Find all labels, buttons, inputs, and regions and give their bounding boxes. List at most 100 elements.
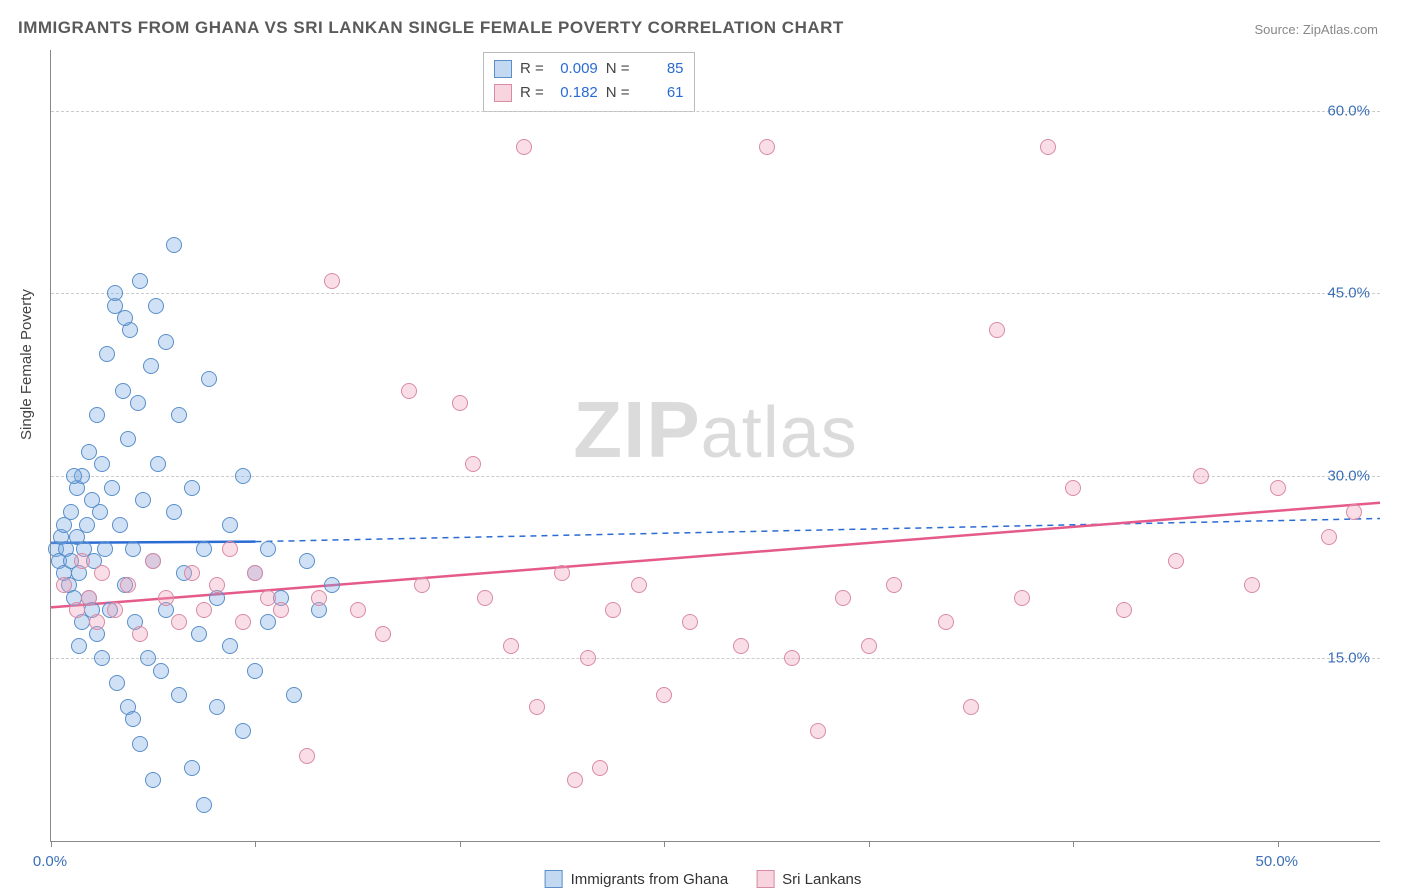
point-ghana xyxy=(117,310,133,326)
point-srilanka xyxy=(465,456,481,472)
watermark-atlas: atlas xyxy=(701,393,858,473)
point-srilanka xyxy=(989,322,1005,338)
point-srilanka xyxy=(835,590,851,606)
point-srilanka xyxy=(81,590,97,606)
point-srilanka xyxy=(886,577,902,593)
point-ghana xyxy=(125,541,141,557)
point-srilanka xyxy=(1270,480,1286,496)
n-value-srilanka: 61 xyxy=(638,81,684,105)
swatch-srilanka-icon xyxy=(756,870,774,888)
point-srilanka xyxy=(273,602,289,618)
r-value-ghana: 0.009 xyxy=(552,57,598,81)
point-ghana xyxy=(143,358,159,374)
point-srilanka xyxy=(56,577,72,593)
point-ghana xyxy=(191,626,207,642)
point-srilanka xyxy=(311,590,327,606)
point-srilanka xyxy=(810,723,826,739)
point-ghana xyxy=(324,577,340,593)
n-value-ghana: 85 xyxy=(638,57,684,81)
point-ghana xyxy=(92,504,108,520)
point-ghana xyxy=(166,504,182,520)
point-srilanka xyxy=(260,590,276,606)
point-srilanka xyxy=(184,565,200,581)
point-srilanka xyxy=(529,699,545,715)
point-ghana xyxy=(140,650,156,666)
gridline xyxy=(51,293,1380,294)
point-srilanka xyxy=(1040,139,1056,155)
point-ghana xyxy=(196,541,212,557)
point-ghana xyxy=(112,517,128,533)
point-ghana xyxy=(166,237,182,253)
point-srilanka xyxy=(235,614,251,630)
point-srilanka xyxy=(452,395,468,411)
point-ghana xyxy=(79,517,95,533)
point-srilanka xyxy=(1014,590,1030,606)
gridline xyxy=(51,111,1380,112)
point-ghana xyxy=(260,541,276,557)
point-srilanka xyxy=(477,590,493,606)
ytick-label: 15.0% xyxy=(1327,650,1370,667)
point-ghana xyxy=(153,663,169,679)
legend-stats-row-ghana: R = 0.009 N = 85 xyxy=(494,57,684,81)
point-ghana xyxy=(63,504,79,520)
point-ghana xyxy=(104,480,120,496)
point-ghana xyxy=(132,736,148,752)
point-srilanka xyxy=(132,626,148,642)
watermark-zip: ZIP xyxy=(573,385,700,474)
xtick xyxy=(460,841,461,847)
point-ghana xyxy=(184,760,200,776)
point-srilanka xyxy=(1065,480,1081,496)
legend-label-srilanka: Sri Lankans xyxy=(782,871,861,888)
point-srilanka xyxy=(516,139,532,155)
swatch-srilanka-icon xyxy=(494,84,512,102)
point-srilanka xyxy=(1116,602,1132,618)
r-label: R = xyxy=(520,81,544,105)
point-srilanka xyxy=(414,577,430,593)
point-ghana xyxy=(171,407,187,423)
point-srilanka xyxy=(209,577,225,593)
legend-item-srilanka: Sri Lankans xyxy=(756,870,861,888)
point-srilanka xyxy=(299,748,315,764)
point-srilanka xyxy=(861,638,877,654)
xtick xyxy=(869,841,870,847)
point-srilanka xyxy=(784,650,800,666)
point-srilanka xyxy=(605,602,621,618)
point-ghana xyxy=(299,553,315,569)
point-srilanka xyxy=(69,602,85,618)
point-ghana xyxy=(109,675,125,691)
point-srilanka xyxy=(1244,577,1260,593)
point-srilanka xyxy=(580,650,596,666)
xtick xyxy=(664,841,665,847)
point-srilanka xyxy=(94,565,110,581)
xtick-label: 50.0% xyxy=(1255,853,1298,870)
y-axis-label: Single Female Poverty xyxy=(18,289,35,440)
point-srilanka xyxy=(963,699,979,715)
point-srilanka xyxy=(567,772,583,788)
point-ghana xyxy=(107,285,123,301)
watermark: ZIPatlas xyxy=(573,384,858,476)
point-ghana xyxy=(135,492,151,508)
xtick xyxy=(255,841,256,847)
point-srilanka xyxy=(120,577,136,593)
point-srilanka xyxy=(759,139,775,155)
gridline xyxy=(51,658,1380,659)
legend-stats-box: R = 0.009 N = 85 R = 0.182 N = 61 xyxy=(483,52,695,112)
point-srilanka xyxy=(554,565,570,581)
n-label: N = xyxy=(606,81,630,105)
point-ghana xyxy=(81,444,97,460)
point-ghana xyxy=(99,346,115,362)
xtick xyxy=(51,841,52,847)
n-label: N = xyxy=(606,57,630,81)
legend-stats-row-srilanka: R = 0.182 N = 61 xyxy=(494,81,684,105)
point-ghana xyxy=(158,334,174,350)
point-srilanka xyxy=(171,614,187,630)
source-label: Source: ZipAtlas.com xyxy=(1254,22,1378,37)
swatch-ghana-icon xyxy=(545,870,563,888)
point-srilanka xyxy=(74,553,90,569)
point-srilanka xyxy=(631,577,647,593)
point-srilanka xyxy=(1193,468,1209,484)
point-ghana xyxy=(125,711,141,727)
point-ghana xyxy=(148,298,164,314)
point-ghana xyxy=(66,468,82,484)
point-srilanka xyxy=(107,602,123,618)
